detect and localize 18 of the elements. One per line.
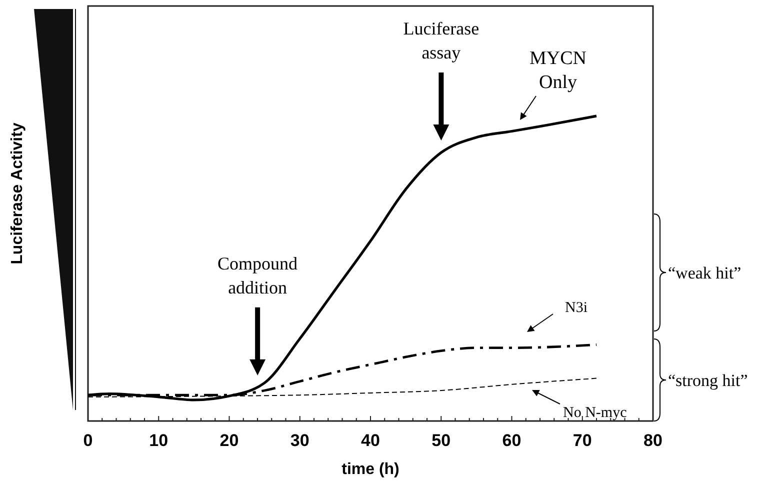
text: “strong hit”	[668, 371, 748, 390]
x-tick-label: 70	[572, 431, 592, 450]
text: Luciferase assay	[403, 18, 480, 62]
annotation: Compound addition	[218, 253, 298, 298]
x-axis-title: time (h)	[342, 461, 400, 478]
x-tick-label: 10	[149, 431, 168, 450]
series-label: No N-myc	[563, 405, 628, 421]
x-tick-label: 60	[502, 431, 522, 450]
text: “weak hit”	[668, 264, 742, 282]
x-tick-label: 0	[83, 431, 93, 450]
x-tick-label: 40	[361, 431, 380, 450]
x-tick-label: 30	[290, 431, 310, 450]
x-tick-label: 20	[220, 431, 239, 450]
x-tick-label: 80	[644, 431, 662, 450]
y-axis-title: Luciferase Activity	[9, 122, 26, 264]
series-label: N3i	[565, 300, 588, 316]
x-tick-label: 50	[432, 431, 451, 450]
series-label: MYCN Only	[529, 48, 587, 93]
